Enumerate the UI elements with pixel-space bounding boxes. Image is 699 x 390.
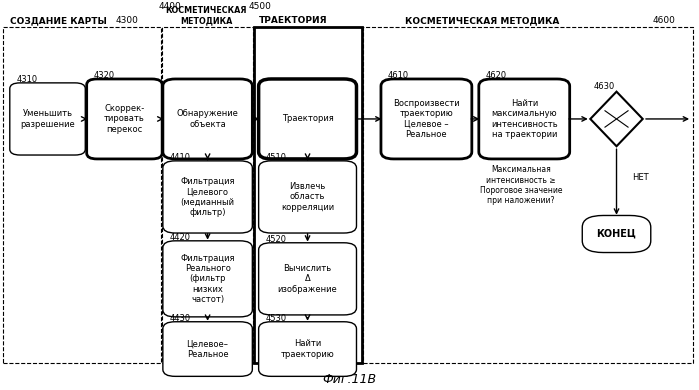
FancyBboxPatch shape (259, 322, 356, 376)
Text: 4510: 4510 (266, 153, 287, 162)
FancyBboxPatch shape (163, 161, 252, 233)
Text: Скоррек-
тировать
перекос: Скоррек- тировать перекос (104, 104, 145, 134)
Polygon shape (590, 92, 643, 146)
FancyBboxPatch shape (381, 79, 472, 159)
Bar (162, 27, 253, 363)
Text: 4610: 4610 (388, 71, 409, 80)
Text: ТРАЕКТОРИЯ: ТРАЕКТОРИЯ (259, 16, 328, 25)
Text: 4500: 4500 (248, 2, 271, 11)
FancyBboxPatch shape (259, 79, 356, 159)
Text: КОСМЕТИЧЕСКАЯ МЕТОДИКА: КОСМЕТИЧЕСКАЯ МЕТОДИКА (405, 16, 560, 25)
Text: Траектория: Траектория (282, 114, 333, 124)
Text: 4530: 4530 (266, 314, 287, 323)
Text: 4400: 4400 (159, 2, 182, 11)
Text: 4620: 4620 (486, 71, 507, 80)
FancyBboxPatch shape (582, 215, 651, 253)
Text: Фильтрация
Реального
(фильтр
низких
частот): Фильтрация Реального (фильтр низких част… (180, 254, 235, 304)
Text: Воспроизвести
траекторию
Целевое –
Реальное: Воспроизвести траекторию Целевое – Реаль… (393, 99, 460, 139)
Text: КОНЕЦ: КОНЕЦ (596, 229, 637, 239)
Text: НЕТ: НЕТ (633, 173, 649, 182)
FancyBboxPatch shape (163, 79, 252, 159)
Text: 4630: 4630 (594, 82, 615, 90)
FancyBboxPatch shape (259, 161, 356, 233)
FancyBboxPatch shape (479, 79, 570, 159)
Text: 4430: 4430 (170, 314, 191, 323)
FancyBboxPatch shape (163, 241, 252, 317)
FancyBboxPatch shape (87, 79, 162, 159)
Text: 4300: 4300 (115, 16, 138, 25)
Text: 4310: 4310 (17, 75, 38, 84)
Text: 4600: 4600 (653, 16, 676, 25)
Text: 4420: 4420 (170, 233, 191, 242)
Text: КОСМЕТИЧЕСКАЯ
МЕТОДИКА: КОСМЕТИЧЕСКАЯ МЕТОДИКА (166, 6, 247, 25)
Text: Найти
максимальную
интенсивность
на траектории: Найти максимальную интенсивность на трае… (491, 99, 558, 139)
Text: Фильтрация
Целевого
(медианный
фильтр): Фильтрация Целевого (медианный фильтр) (180, 177, 235, 217)
Text: Фиг.11В: Фиг.11В (322, 373, 377, 386)
Bar (363, 27, 693, 363)
FancyBboxPatch shape (163, 322, 252, 376)
Text: 4410: 4410 (170, 153, 191, 162)
Text: Вычислить
Δ
изображение: Вычислить Δ изображение (278, 264, 338, 294)
Text: Уменьшить
разрешение: Уменьшить разрешение (20, 109, 75, 129)
Bar (3, 27, 161, 363)
Text: 4520: 4520 (266, 235, 287, 244)
Text: 4320: 4320 (94, 71, 115, 80)
Text: Найти
траекторию: Найти траекторию (281, 339, 334, 359)
Bar (254, 27, 362, 363)
FancyBboxPatch shape (259, 243, 356, 315)
Text: Обнаружение
объекта: Обнаружение объекта (177, 109, 238, 129)
Text: Извлечь
область
корреляции: Извлечь область корреляции (281, 182, 334, 212)
Text: Максимальная
интенсивность ≥
Пороговое значение
при наложении?: Максимальная интенсивность ≥ Пороговое з… (480, 165, 562, 206)
Text: Целевое–
Реальное: Целевое– Реальное (187, 339, 229, 359)
Text: СОЗДАНИЕ КАРТЫ: СОЗДАНИЕ КАРТЫ (10, 16, 108, 25)
FancyBboxPatch shape (10, 83, 85, 155)
